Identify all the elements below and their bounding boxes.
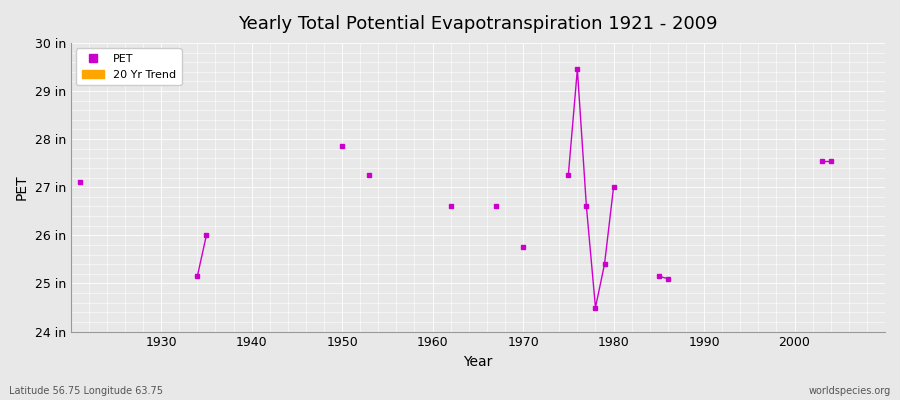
Text: Latitude 56.75 Longitude 63.75: Latitude 56.75 Longitude 63.75: [9, 386, 163, 396]
X-axis label: Year: Year: [464, 355, 492, 369]
Y-axis label: PET: PET: [15, 174, 29, 200]
Title: Yearly Total Potential Evapotranspiration 1921 - 2009: Yearly Total Potential Evapotranspiratio…: [238, 15, 717, 33]
Text: worldspecies.org: worldspecies.org: [809, 386, 891, 396]
Legend: PET, 20 Yr Trend: PET, 20 Yr Trend: [76, 48, 182, 85]
